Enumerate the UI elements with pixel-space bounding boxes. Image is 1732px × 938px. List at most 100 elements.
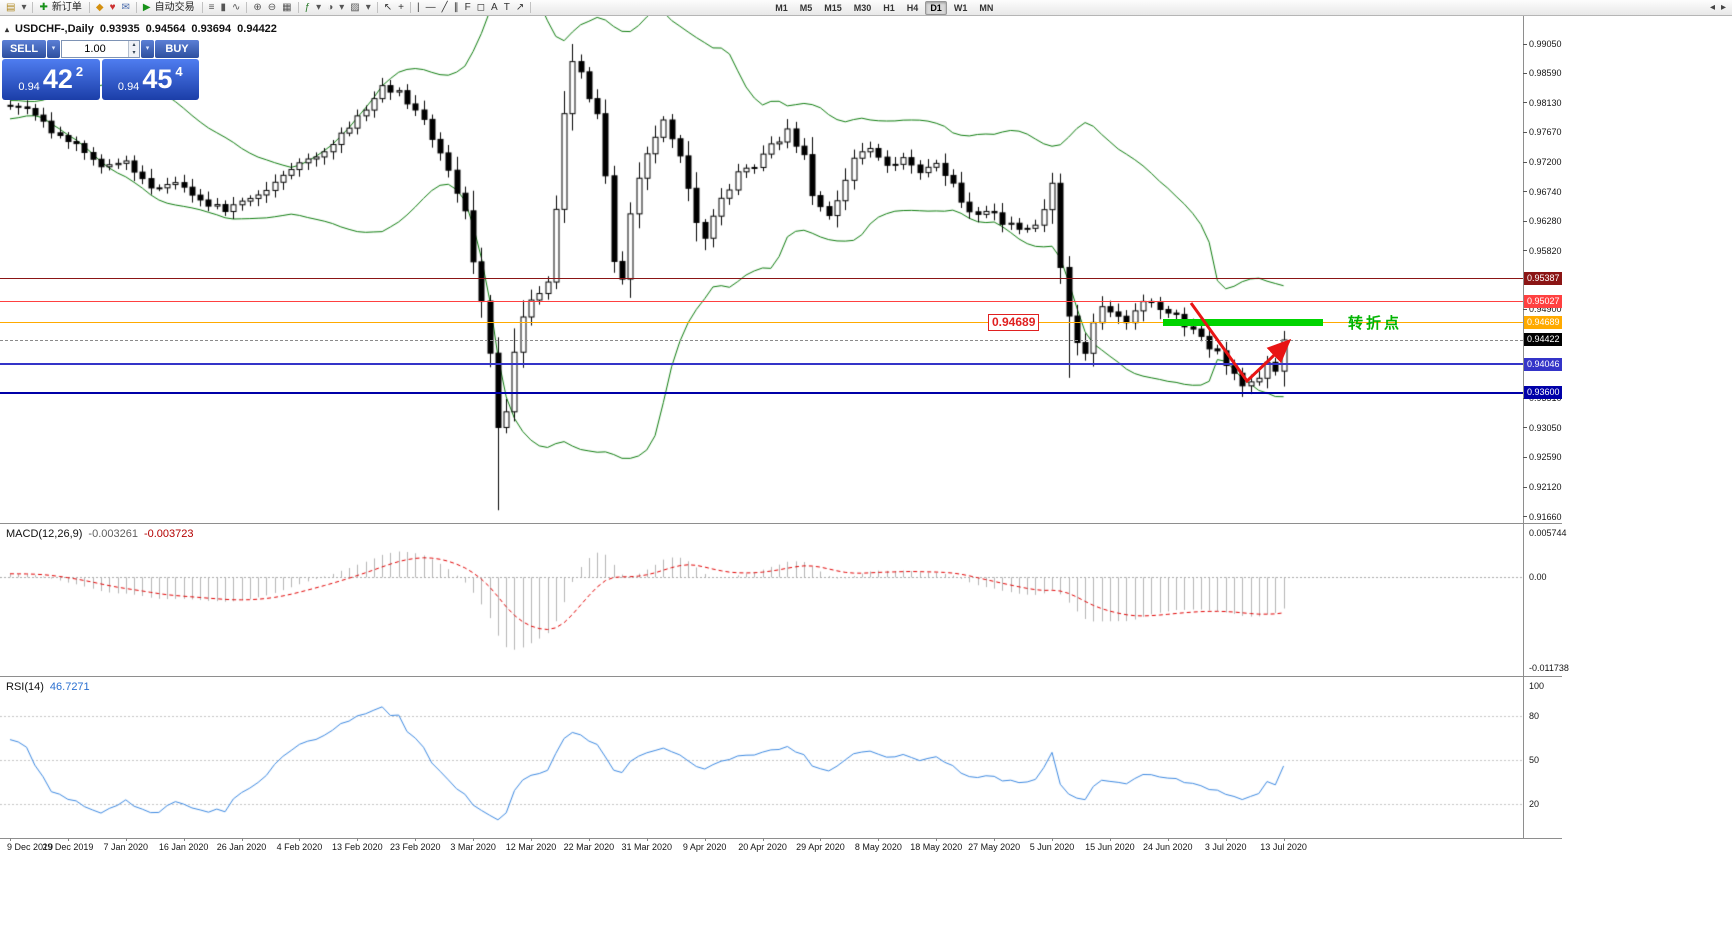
- new-order-icon[interactable]: ✚: [39, 2, 48, 13]
- horizontal-line-object[interactable]: [0, 300, 1523, 302]
- toolbars-next-icon[interactable]: ▸: [1720, 2, 1726, 13]
- zoom-out-icon[interactable]: ⊖: [267, 2, 277, 13]
- horizontal-line-object[interactable]: [0, 322, 1523, 324]
- timeframe-h1-button[interactable]: H1: [883, 2, 895, 13]
- timeframe-h4-button[interactable]: H4: [906, 2, 919, 13]
- date-axis-tick: [820, 838, 822, 841]
- equidistant-channel-icon[interactable]: ∥: [453, 2, 459, 13]
- templates-icon[interactable]: ▨: [350, 2, 360, 13]
- horizontal-line-object[interactable]: [0, 363, 1523, 366]
- price-tick-label: 0.96740: [1529, 186, 1562, 197]
- donate-icon[interactable]: ♥: [109, 2, 116, 13]
- fibonacci-icon[interactable]: F: [464, 2, 471, 13]
- new-order-label[interactable]: 新订单: [51, 2, 82, 13]
- turning-point-label[interactable]: 转折点: [1348, 314, 1403, 332]
- price-tick-mark: [1523, 308, 1527, 310]
- sell-price-button[interactable]: 0.94 42 2: [2, 59, 100, 100]
- price-tick-mark: [1523, 220, 1527, 222]
- price-axis-badge: 0.95387: [1524, 271, 1562, 285]
- sell-price-pips: 42: [42, 64, 73, 94]
- price-axis-badge: 0.94046: [1524, 357, 1562, 371]
- timeframe-m15-button[interactable]: M15: [824, 2, 842, 13]
- tile-windows-icon[interactable]: ▦: [282, 2, 292, 13]
- mql5-community-icon[interactable]: ◆: [95, 2, 104, 13]
- rsi-indicator-canvas[interactable]: [0, 678, 1523, 838]
- timeframe-m1-button[interactable]: M1: [775, 2, 788, 13]
- date-axis-label: 27 May 2020: [968, 842, 1021, 852]
- text-icon[interactable]: A: [491, 2, 498, 13]
- toolbars-prev-icon[interactable]: ◂: [1709, 2, 1715, 13]
- sell-button[interactable]: SELL: [2, 40, 46, 58]
- lot-increase-icon[interactable]: ▴: [132, 42, 136, 48]
- price-tick-label: 0.94900: [1529, 304, 1562, 315]
- pane-separator-macd-rsi[interactable]: [0, 676, 1562, 677]
- toolbar-separator: [201, 2, 203, 13]
- lot-size-stepper[interactable]: ▴ ▾: [128, 41, 139, 57]
- vertical-line-icon[interactable]: |: [416, 2, 420, 13]
- date-axis-tick: [704, 838, 706, 841]
- date-axis-tick: [878, 838, 880, 841]
- sell-dropdown-caret-icon[interactable]: ▾: [47, 40, 60, 58]
- macd-indicator-canvas[interactable]: [0, 525, 1523, 676]
- periods-caret[interactable]: ▾: [339, 2, 345, 13]
- timeframe-m5-button[interactable]: M5: [799, 2, 813, 13]
- indicators-icon[interactable]: ƒ: [304, 2, 311, 13]
- arrows-icon[interactable]: ↗: [515, 2, 525, 13]
- new-chart-caret[interactable]: ▾: [21, 2, 27, 13]
- zoom-in-icon[interactable]: ⊕: [253, 2, 262, 13]
- buy-button[interactable]: BUY: [155, 40, 199, 58]
- timeframe-m30-button[interactable]: M30: [853, 2, 872, 13]
- toolbar-left-group: ▤ ▾ ✚ 新订单 ◆ ♥ ✉ ▶ 自动交易 ≡ ▮ ∿ ⊕ ⊖ ▦ ƒ ▾ ◑ ▾ ▨ ▾ ↖ + | — ╱ ∥ F ◻ A T ↗: [3, 0, 534, 15]
- label-icon[interactable]: T: [503, 2, 510, 13]
- price-tick-mark: [1523, 516, 1527, 518]
- lot-size-input[interactable]: 1.00 ▴ ▾: [61, 40, 140, 58]
- bar-chart-icon[interactable]: ≡: [208, 2, 215, 13]
- price-tick-label: 0.92590: [1529, 452, 1562, 463]
- horizontal-line-icon[interactable]: —: [425, 2, 436, 13]
- new-chart-icon[interactable]: ▤: [6, 2, 16, 13]
- timeframe-mn-button[interactable]: MN: [979, 2, 994, 13]
- trendline-icon[interactable]: ╱: [441, 2, 448, 13]
- autotrade-icon[interactable]: ▶: [142, 2, 151, 13]
- timeframe-d1-button[interactable]: D1: [925, 0, 947, 15]
- buy-dropdown-caret-icon[interactable]: ▾: [141, 40, 154, 58]
- price-tick-label: 0.96280: [1529, 216, 1562, 227]
- date-axis-tick: [299, 838, 301, 841]
- crosshair-icon[interactable]: +: [398, 2, 404, 13]
- price-tick-label: 0.98130: [1529, 97, 1562, 108]
- hline-price-label[interactable]: 0.94689: [988, 313, 1040, 331]
- chat-icon[interactable]: ✉: [121, 2, 130, 13]
- buy-price-prefix: 0.94: [117, 81, 140, 93]
- price-tick-mark: [1523, 102, 1527, 104]
- date-axis-label: 3 Jul 2020: [1204, 842, 1247, 852]
- oneclick-collapse-icon[interactable]: ▴: [5, 24, 10, 34]
- macd-name: MACD(12,26,9): [6, 528, 83, 540]
- date-axis-tick: [1109, 838, 1111, 841]
- date-axis-label: 9 Apr 2020: [682, 842, 727, 852]
- indicators-caret[interactable]: ▾: [316, 2, 322, 13]
- horizontal-line-object[interactable]: [0, 391, 1523, 394]
- candlestick-chart-icon[interactable]: ▮: [220, 2, 226, 13]
- date-axis-tick: [762, 838, 764, 841]
- price-tick-mark: [1523, 456, 1527, 458]
- toolbar-separator: [246, 2, 248, 13]
- date-axis-label: 22 Mar 2020: [563, 842, 615, 852]
- cursor-icon[interactable]: ↖: [383, 2, 393, 13]
- one-click-trading-panel: SELL ▾ 1.00 ▴ ▾ ▾ BUY 0.94 42 2: [2, 40, 199, 100]
- date-axis-tick: [531, 838, 532, 841]
- main-chart-canvas[interactable]: [0, 16, 1523, 523]
- buy-price-button[interactable]: 0.94 45 4: [101, 59, 199, 100]
- shapes-icon[interactable]: ◻: [476, 2, 486, 13]
- date-axis-label: 9 Dec 2019: [6, 842, 54, 852]
- templates-caret[interactable]: ▾: [365, 2, 371, 13]
- turning-point-highlight-segment[interactable]: [1163, 319, 1323, 327]
- horizontal-line-object[interactable]: [0, 277, 1523, 279]
- lot-decrease-icon[interactable]: ▾: [132, 50, 136, 56]
- line-chart-icon[interactable]: ∿: [231, 2, 241, 13]
- pane-separator-main-macd[interactable]: [0, 523, 1562, 524]
- autotrade-label[interactable]: 自动交易: [154, 2, 195, 13]
- periods-icon[interactable]: ◑: [327, 2, 334, 13]
- timeframe-w1-button[interactable]: W1: [953, 2, 968, 13]
- lot-size-value[interactable]: 1.00: [84, 43, 106, 55]
- macd-axis-label: 0.005744: [1529, 528, 1567, 538]
